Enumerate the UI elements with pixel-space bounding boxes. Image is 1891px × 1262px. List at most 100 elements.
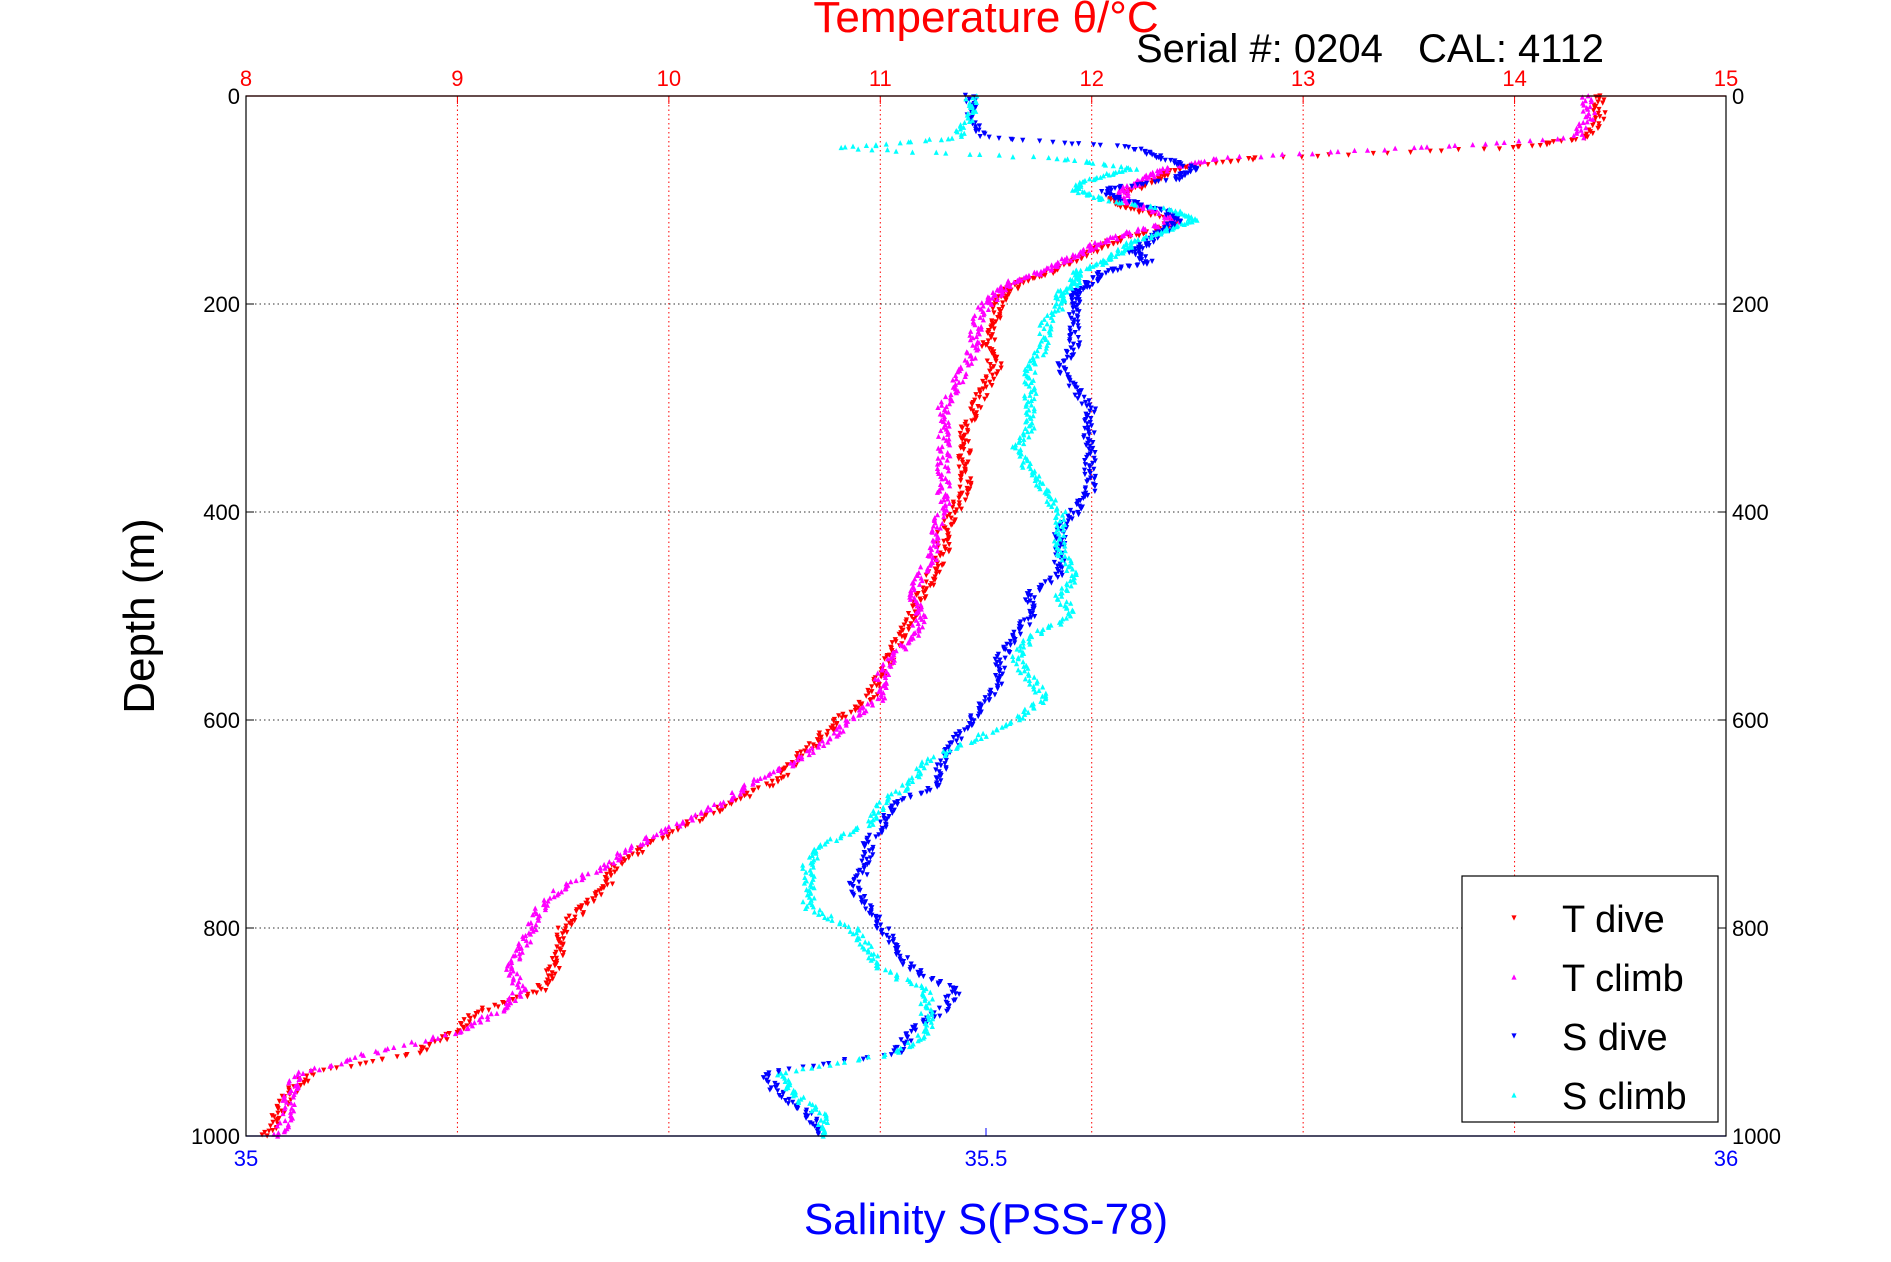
t-dive-point	[867, 698, 873, 704]
s-dive-point	[1070, 305, 1076, 311]
s-dive-point	[1132, 252, 1139, 258]
t-dive-point	[962, 469, 969, 475]
t-climb-point	[1585, 106, 1591, 112]
s-dive-point	[803, 1115, 809, 1121]
t-dive-point	[1220, 159, 1226, 165]
t-climb-point	[1578, 127, 1584, 133]
t-climb-point	[703, 807, 710, 813]
s-dive-point	[952, 991, 959, 997]
t-climb-point	[1112, 233, 1119, 239]
t-dive-point	[665, 834, 671, 840]
t-climb-point	[944, 493, 951, 499]
t-climb-point	[946, 436, 952, 442]
s-climb-point	[821, 1118, 827, 1124]
s-dive-point	[1080, 495, 1086, 502]
s-dive-point	[1065, 518, 1071, 524]
temperature-tick-label: 14	[1502, 66, 1526, 91]
t-climb-point	[973, 341, 980, 347]
s-climb-point	[880, 806, 886, 812]
t-dive-point	[619, 861, 625, 867]
t-climb-point	[962, 373, 968, 380]
s-climb-point	[1055, 526, 1061, 532]
t-climb-point	[804, 748, 810, 754]
t-climb-point	[945, 409, 951, 415]
s-dive-point	[1118, 266, 1124, 272]
s-climb-point	[961, 124, 967, 130]
t-climb-point	[689, 817, 696, 823]
s-climb-point	[834, 837, 840, 843]
t-dive-point	[304, 1073, 310, 1079]
s-dive-point	[952, 987, 958, 993]
t-dive-point	[612, 869, 618, 875]
t-dive-point	[660, 836, 666, 842]
s-climb-point	[1032, 477, 1038, 484]
s-climb-point	[1043, 349, 1049, 355]
t-climb-point	[542, 906, 549, 913]
s-dive-point	[998, 661, 1004, 667]
s-climb-point	[1062, 553, 1068, 559]
t-climb-point	[930, 523, 937, 529]
t-climb-point	[533, 926, 539, 933]
s-dive-point	[1055, 568, 1062, 575]
t-climb-point	[1156, 210, 1162, 216]
s-dive-point	[898, 1037, 904, 1043]
t-climb-point	[968, 360, 975, 366]
t-dive-point	[738, 796, 744, 802]
series-t-climb	[271, 93, 1598, 1139]
t-dive-point	[584, 897, 591, 903]
s-climb-point	[1037, 322, 1043, 328]
s-dive-point	[878, 922, 884, 928]
t-dive-point	[980, 340, 986, 346]
s-dive-point	[874, 925, 880, 932]
legend-label: S dive	[1562, 1017, 1668, 1059]
s-climb-point	[1185, 216, 1192, 222]
t-dive-point	[937, 553, 943, 559]
s-dive-point	[944, 1008, 950, 1014]
s-climb-point	[929, 996, 936, 1002]
s-dive-point	[1087, 443, 1093, 449]
s-dive-point	[1025, 593, 1031, 599]
s-dive-point	[863, 906, 869, 912]
t-climb-point	[442, 1032, 448, 1038]
s-dive-point	[966, 96, 972, 102]
t-climb-point	[974, 347, 980, 353]
t-climb-point	[989, 301, 995, 307]
s-dive-point	[900, 962, 906, 968]
t-climb-point	[287, 1109, 294, 1115]
t-climb-point	[799, 756, 805, 762]
s-climb-point	[873, 815, 880, 821]
t-climb-point	[274, 1123, 280, 1129]
s-dive-point	[977, 133, 983, 140]
t-dive-point	[959, 425, 965, 431]
s-climb-point	[1020, 640, 1026, 646]
s-climb-point	[919, 762, 925, 769]
t-climb-point	[708, 807, 714, 813]
salinity-axis-title: Salinity S(PSS-78)	[804, 1195, 1168, 1244]
s-climb-point	[1013, 661, 1020, 667]
s-dive-point	[1072, 381, 1078, 388]
s-climb-point	[792, 1089, 799, 1095]
s-climb-point	[865, 949, 871, 955]
s-dive-point	[894, 801, 900, 808]
s-dive-point	[1140, 246, 1146, 252]
s-climb-point	[884, 147, 891, 153]
t-climb-point	[917, 581, 923, 587]
s-climb-point	[871, 810, 877, 816]
legend-box	[1461, 875, 1719, 1123]
s-climb-point	[1039, 693, 1045, 699]
t-climb-point	[401, 1042, 407, 1048]
s-dive-point	[946, 1003, 952, 1010]
s-climb-point	[1032, 689, 1038, 695]
s-dive-point	[1087, 471, 1093, 477]
s-climb-point	[1064, 599, 1070, 605]
t-dive-point	[549, 970, 555, 976]
s-dive-point	[1072, 392, 1078, 398]
s-dive-point	[1052, 533, 1058, 539]
s-climb-point	[822, 914, 828, 920]
s-dive-point	[820, 1061, 827, 1067]
t-dive-point	[684, 819, 690, 825]
t-dive-point	[973, 392, 979, 398]
s-dive-point	[859, 897, 865, 903]
t-climb-point	[1351, 147, 1358, 153]
t-climb-point	[275, 1130, 282, 1136]
